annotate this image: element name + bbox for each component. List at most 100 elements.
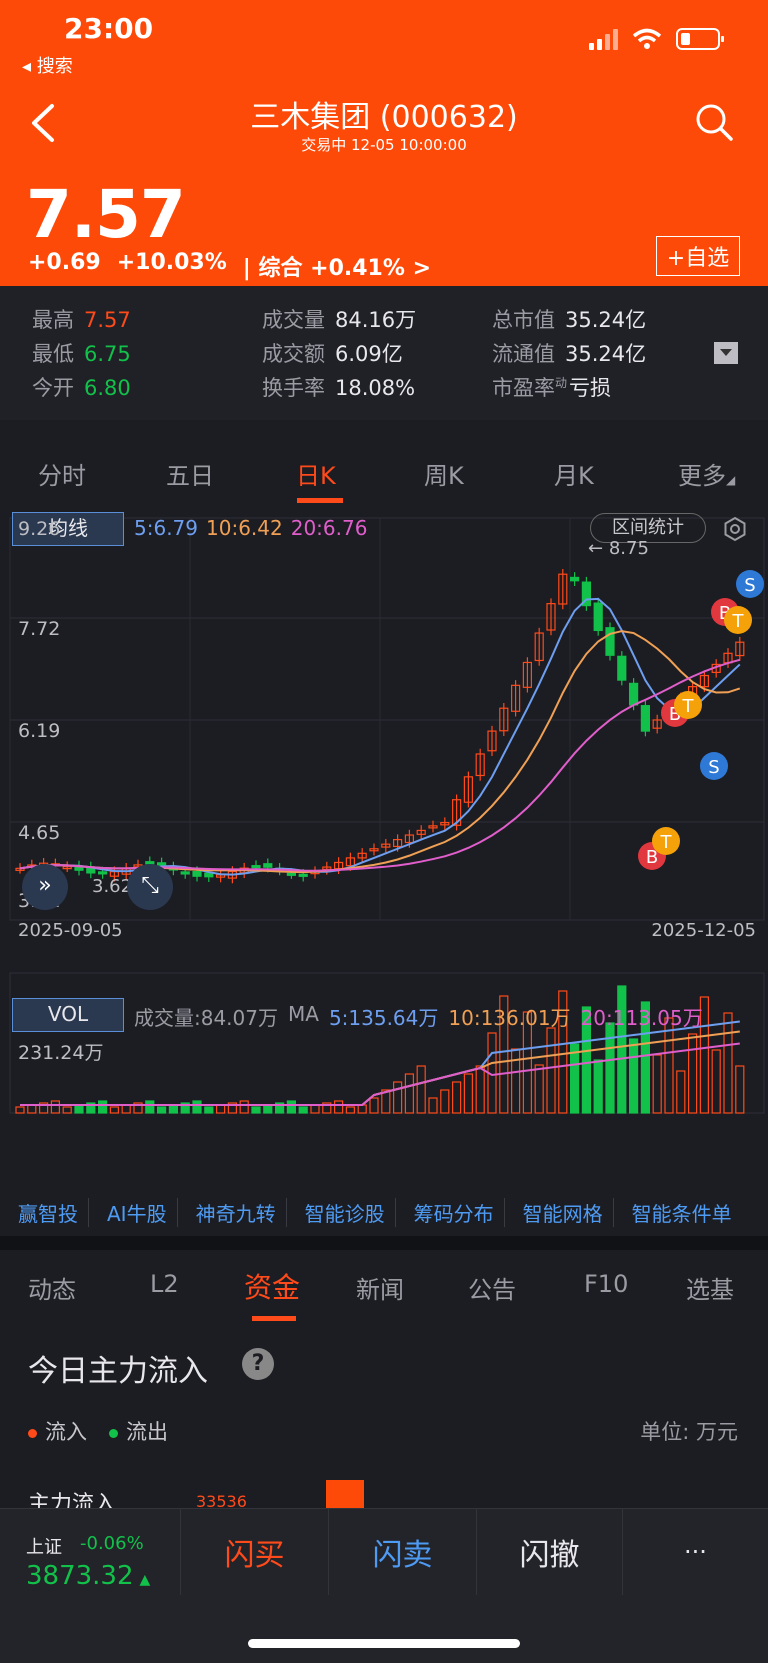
tab-f10[interactable]: F10 [584,1270,629,1298]
vol-ma20: 20:113.05万 [580,1006,703,1030]
index-name[interactable]: 上证 [26,1537,62,1558]
low-label: 3.62 [92,876,133,897]
tool-magic-nine[interactable]: 神奇九转 [178,1197,287,1227]
y-label-3: 6.19 [18,720,61,742]
tab-five-day[interactable]: 五日 [166,462,214,490]
tool-yingzhitou[interactable]: 赢智投 [0,1197,89,1227]
detail-tabs: 动态 L2 资金 新闻 公告 F10 选基 [0,1250,768,1330]
composite-link[interactable]: | 综合 +0.41% > [242,256,432,281]
stat-pe: 市盈率动亏损 [492,376,612,400]
signal-icon [589,28,618,50]
main-inflow-bar [326,1480,364,1510]
ma5-value: 5:6.79 [134,516,198,540]
tab-fund[interactable]: 选基 [686,1276,734,1304]
tool-ai-stock[interactable]: AI牛股 [89,1197,178,1227]
vol-value: 成交量:84.07万 [134,1006,278,1030]
fullscreen-icon[interactable]: ⤡ [127,864,173,910]
kline-tabs: 分时 五日 日K 周K 月K 更多◢ [0,432,768,508]
section-separator [0,1236,768,1250]
legend-outflow: 流出 [109,1416,168,1446]
price-change-row: +0.69 +10.03% | 综合 +0.41% > [28,250,431,282]
tab-announcement[interactable]: 公告 [468,1276,516,1304]
more-button[interactable]: ··· [622,1509,768,1595]
vol-button[interactable]: VOL [12,998,124,1032]
flash-cancel-button[interactable]: 闪撤 [476,1509,622,1595]
flow-unit: 单位: 万元 [640,1420,738,1444]
tab-l2[interactable]: L2 [150,1270,179,1298]
tool-condition-order[interactable]: 智能条件单 [631,1201,732,1226]
svg-text:S: S [744,575,755,596]
svg-text:T: T [660,832,673,853]
tab-more[interactable]: 更多◢ [678,462,736,490]
stat-market-cap: 总市值 35.24亿 [492,308,647,332]
back-arrow-icon[interactable] [26,100,62,146]
battery-icon [676,28,724,50]
x-label-start: 2025-09-05 [18,920,123,941]
tab-news[interactable]: 新闻 [356,1276,404,1304]
help-icon[interactable]: ? [242,1348,274,1380]
gear-icon[interactable] [722,516,748,542]
ma-values: 5:6.79 10:6.42 20:6.76 [134,516,367,540]
vol-ma5: 5:135.64万 [328,1006,439,1030]
y-label-2: 7.72 [18,618,61,640]
status-back-app[interactable]: ◂ 搜索 [22,56,73,77]
index-change: -0.06% [80,1533,144,1554]
ma-button[interactable]: 均线 [12,512,124,546]
expand-left-icon[interactable]: » [22,864,68,910]
expand-stats-icon[interactable] [714,342,738,364]
svg-text:B: B [646,847,658,868]
detail-tab-indicator [252,1316,296,1321]
x-label-end: 2025-12-05 [651,920,756,941]
search-icon[interactable] [694,102,734,142]
legend-inflow: 流入 [28,1416,87,1446]
stats-panel: 最高 7.57 最低 6.75 今开 6.80 成交量 84.16万 成交额 6.09亿 … [0,286,768,420]
stat-low: 最低 6.75 [32,342,131,366]
tool-chip-dist[interactable]: 筹码分布 [396,1197,505,1227]
peak-label: ← 8.75 [588,538,649,559]
tab-news-feed[interactable]: 动态 [28,1276,76,1304]
tab-daily-k[interactable]: 日K [296,462,336,490]
trading-status: 交易中 12-05 10:00:00 [301,136,467,154]
stock-header: 23:00 ◂ 搜索 三木集团 (000632) 交易中 12-05 10:00… [0,0,768,286]
svg-text:T: T [682,696,695,717]
stat-float-cap: 流通值 35.24亿 [492,342,647,366]
tool-grid[interactable]: 智能网格 [505,1197,614,1227]
flow-title: 今日主力流入 [28,1354,208,1389]
page-title: 三木集团 (000632) [250,100,518,135]
stat-open: 今开 6.80 [32,376,131,400]
wifi-icon [632,28,662,49]
y-label-4: 4.65 [18,822,61,844]
flash-sell-button[interactable]: 闪卖 [328,1509,476,1595]
stat-amount: 成交额 6.09亿 [262,342,403,366]
vol-values: 成交量:84.07万 MA 5:135.64万 10:136.01万 20:11… [134,1002,703,1031]
kline-svg: BTB TSB TS [9,517,765,1114]
index-value: 3873.32 ▲ [26,1561,151,1591]
range-stat-button[interactable]: 区间统计 [590,513,706,543]
tab-weekly-k[interactable]: 周K [424,462,464,490]
stat-high: 最高 7.57 [32,308,131,332]
current-price: 7.57 [26,176,186,253]
tool-diagnosis[interactable]: 智能诊股 [287,1197,396,1227]
tab-capital[interactable]: 资金 [244,1271,301,1304]
add-watchlist-button[interactable]: +自选 [656,236,740,276]
price-change: +0.69 [28,250,101,275]
tab-intraday[interactable]: 分时 [38,462,86,490]
svg-text:S: S [708,757,719,778]
price-change-pct: +10.03% [116,250,227,275]
stat-turnover: 换手率 18.08% [262,376,416,400]
home-indicator [248,1639,520,1648]
vol-ma10: 10:136.01万 [448,1006,571,1030]
flow-legend: 流入 流出 [28,1416,168,1446]
ma10-value: 10:6.42 [206,516,283,540]
vol-max-label: 231.24万 [18,1042,104,1064]
flash-buy-button[interactable]: 闪买 [180,1509,328,1595]
ma20-value: 20:6.76 [290,516,368,540]
svg-text:T: T [732,611,745,632]
vol-ma-label: MA [288,1002,319,1026]
bottom-trade-bar: 上证 -0.06% 3873.32 ▲ 闪买 闪卖 闪撤 ··· [0,1508,768,1663]
stat-volume: 成交量 84.16万 [262,308,417,332]
tab-monthly-k[interactable]: 月K [554,462,594,490]
status-time: 23:00 [64,12,154,45]
active-tab-indicator [297,498,343,503]
